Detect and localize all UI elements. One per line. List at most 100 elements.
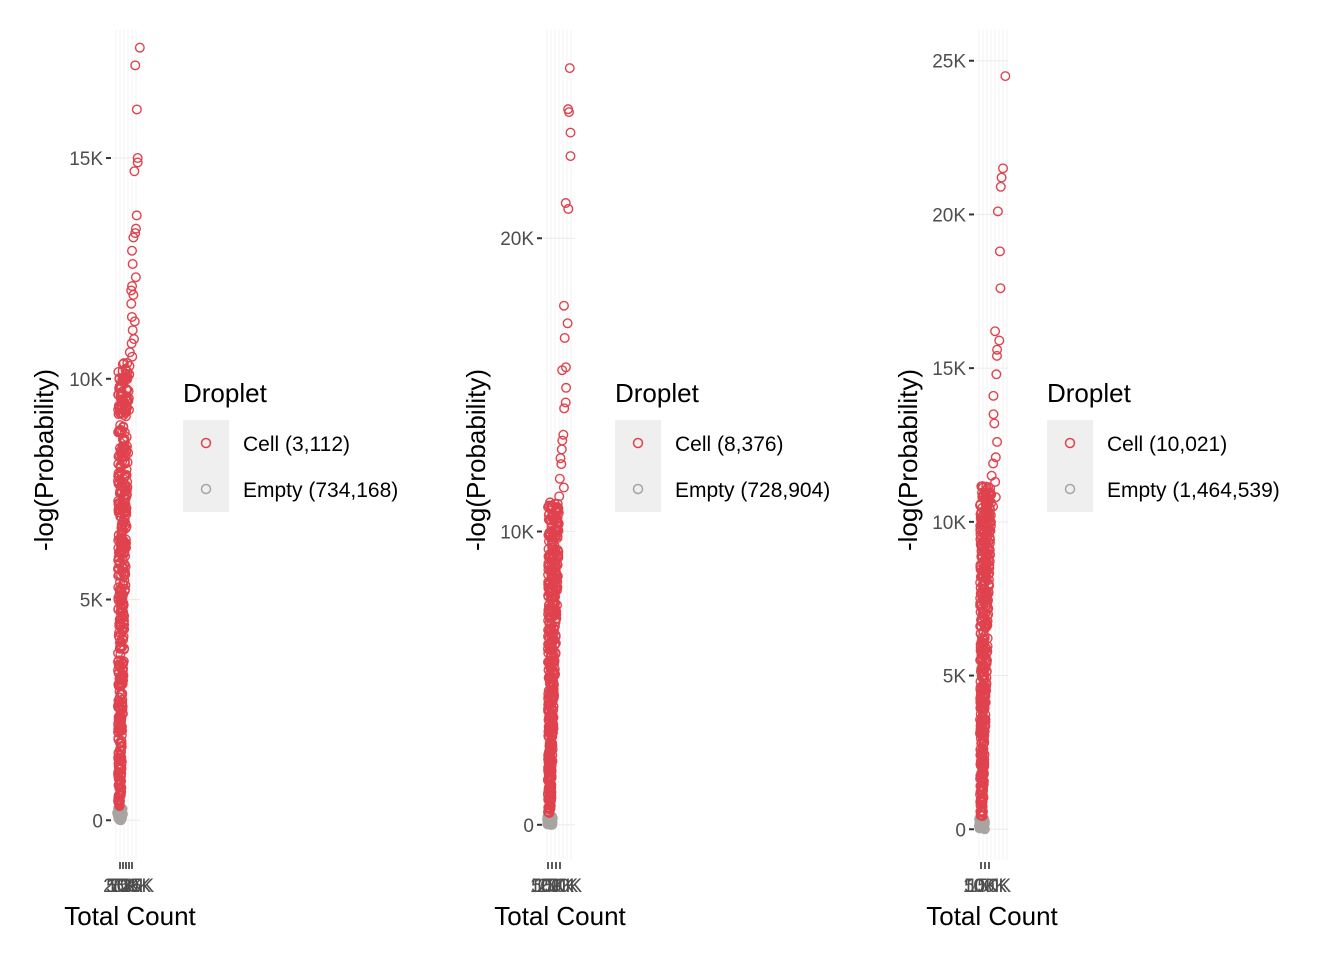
cell-point: [553, 525, 564, 536]
cell-point: [546, 512, 557, 523]
cell-point-outlier: [998, 163, 1009, 174]
cell-point: [977, 747, 988, 758]
y-tick-label: 20K: [500, 229, 534, 250]
cell-point-outlier: [988, 409, 999, 420]
cell-point: [544, 501, 555, 512]
cell-point: [116, 453, 127, 464]
cell-point-outlier: [992, 206, 1003, 217]
cell-point: [545, 725, 556, 736]
cell-point: [113, 771, 124, 782]
legend-key: [1047, 466, 1093, 512]
legend-title: Droplet: [615, 378, 700, 408]
cell-point: [116, 486, 127, 497]
y-tick-label: 10K: [932, 513, 966, 534]
cell-point: [975, 571, 986, 582]
x-tick-label: 50K: [531, 876, 565, 897]
cell-point: [117, 359, 128, 370]
legend-marker: [632, 483, 644, 495]
cell-point: [543, 558, 554, 569]
x-tick-label: 150K: [534, 876, 579, 897]
cell-point: [121, 485, 132, 496]
cell-point-outlier: [134, 42, 145, 53]
cell-point: [545, 797, 556, 808]
cell-point: [975, 666, 986, 677]
y-tick-label: 5K: [80, 591, 104, 612]
cell-point: [543, 643, 554, 654]
cell-point-outlier: [554, 473, 565, 484]
cell-point: [115, 420, 126, 431]
cell-point-outlier: [995, 283, 1006, 294]
cell-point: [119, 427, 130, 438]
y-axis: 0 5K 10K 15K 20K 25K: [932, 52, 974, 841]
cell-point-outlier: [994, 246, 1005, 257]
cell-point-outlier: [558, 300, 569, 311]
cell-point-outlier: [131, 210, 142, 221]
cell-point-outlier: [990, 476, 1001, 487]
cell-point: [121, 470, 132, 481]
y-axis-title: -log(Probability): [893, 369, 923, 551]
cell-point: [978, 731, 989, 742]
cell-point-outlier: [988, 501, 999, 512]
cell-point: [550, 563, 561, 574]
cell-point: [545, 565, 556, 576]
cell-point: [981, 506, 992, 517]
cell-point: [114, 737, 125, 748]
cell-point-outlier: [991, 369, 1002, 380]
cell-point: [115, 577, 126, 588]
cell-point: [979, 702, 990, 713]
x-tick-label: 200K: [538, 876, 583, 897]
cell-point-outlier: [990, 452, 1001, 463]
cell-point: [976, 717, 987, 728]
cell-point: [114, 711, 125, 722]
legend: Droplet Cell (3,112) Empty (734,168): [183, 378, 398, 512]
cell-point: [545, 736, 556, 747]
cell-point-outlier: [561, 382, 572, 393]
cell-point: [544, 741, 555, 752]
cell-point: [546, 601, 557, 612]
cell-point: [545, 720, 556, 731]
cell-point: [983, 544, 994, 555]
cell-point: [980, 494, 991, 505]
cell-point: [977, 801, 988, 812]
cell-point: [543, 703, 554, 714]
y-tick-label: 10K: [69, 370, 103, 391]
cell-point: [551, 609, 562, 620]
cell-point-outlier: [557, 365, 568, 376]
cell-point-outlier: [560, 198, 571, 209]
cell-point: [117, 599, 128, 610]
cell-point-outlier: [559, 403, 570, 414]
cell-point: [978, 562, 989, 573]
legend-label: Cell (8,376): [675, 433, 784, 456]
legend-label: Empty (728,904): [675, 479, 830, 502]
cell-point: [546, 758, 557, 769]
cell-point-outlier: [130, 60, 141, 71]
x-tick-label: 25K: [103, 876, 137, 897]
cell-point: [546, 779, 557, 790]
y-axis-title: -log(Probability): [29, 369, 59, 551]
empty-point: [115, 811, 126, 822]
cell-point: [550, 614, 561, 625]
cell-point: [975, 681, 986, 692]
cell-point: [552, 512, 563, 523]
cell-point-outlier: [130, 228, 141, 239]
cell-point: [114, 800, 125, 811]
cell-point: [118, 358, 129, 369]
cell-point: [976, 507, 987, 518]
cell-point: [982, 620, 993, 631]
cell-point-outlier: [127, 351, 138, 362]
legend-marker: [1064, 437, 1076, 449]
cell-point: [552, 504, 563, 515]
cell-point: [118, 409, 129, 420]
cell-point-outlier: [131, 104, 142, 115]
cell-point: [980, 573, 991, 584]
legend-marker: [200, 437, 212, 449]
legend-marker: [632, 437, 644, 449]
y-axis-title: -log(Probability): [461, 369, 491, 551]
cell-point-outlier: [565, 127, 576, 138]
cell-point: [976, 772, 987, 783]
cell-point-outlier: [563, 203, 574, 214]
